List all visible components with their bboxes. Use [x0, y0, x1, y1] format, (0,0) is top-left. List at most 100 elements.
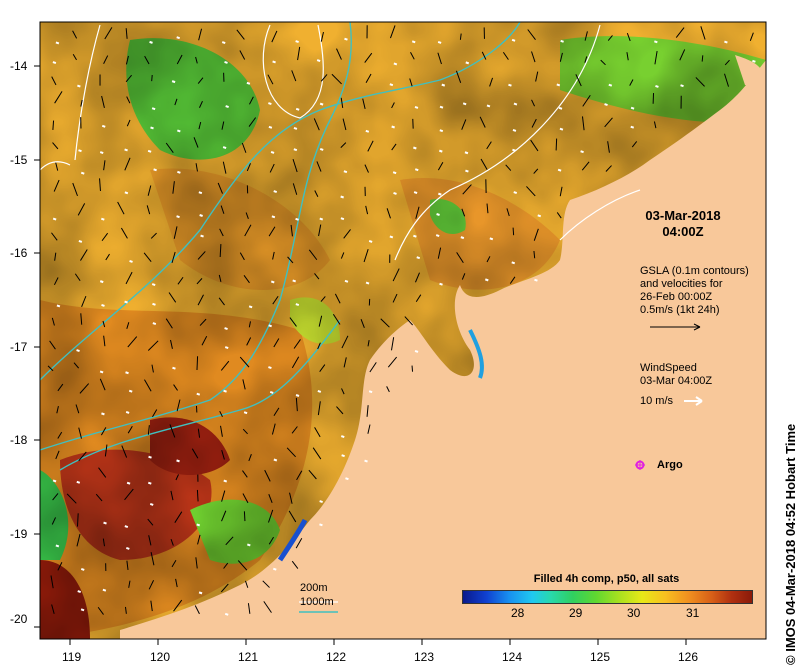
- current-vector: [128, 580, 131, 588]
- current-vector: [268, 509, 274, 523]
- y-tick-label: -16: [10, 246, 28, 260]
- current-vector: [171, 251, 176, 264]
- current-vector: [654, 50, 658, 65]
- current-vector: [584, 56, 588, 63]
- wind-vector: [124, 148, 128, 152]
- current-vector: [148, 580, 155, 590]
- wind-vector: [248, 305, 253, 309]
- wind-vector: [341, 454, 345, 458]
- current-vector: [57, 562, 63, 571]
- current-vector: [415, 294, 422, 302]
- current-vector: [244, 224, 252, 237]
- current-vector: [176, 399, 181, 412]
- sst-field: [40, 22, 766, 639]
- current-vector: [512, 227, 515, 236]
- wind-vector: [604, 103, 608, 107]
- wind-vector: [128, 389, 133, 393]
- current-vector: [364, 164, 369, 173]
- wind-vector: [151, 283, 156, 286]
- gsla-legend: GSLA (0.1m contours) and velocities for …: [640, 265, 749, 317]
- wind-vector: [413, 146, 417, 150]
- wind-vector: [512, 148, 516, 152]
- gsla-line2: and velocities for: [640, 278, 723, 290]
- current-vector: [95, 493, 103, 502]
- wind-vector: [149, 502, 154, 506]
- current-vector: [72, 54, 77, 61]
- current-vector: [77, 203, 86, 216]
- current-vector: [389, 25, 396, 39]
- wind-vector: [199, 214, 203, 217]
- land-mass: [120, 60, 766, 639]
- current-vector: [126, 119, 131, 127]
- current-vector: [582, 94, 591, 107]
- wind-vector: [295, 394, 300, 397]
- datetime-label: 03-Mar-2018 04:00Z: [628, 208, 738, 240]
- current-vector: [362, 98, 366, 109]
- current-vector: [437, 161, 444, 171]
- current-vector: [165, 318, 173, 329]
- current-vector: [242, 428, 248, 435]
- current-vector: [147, 518, 154, 526]
- wind-vector: [224, 60, 228, 64]
- wind-vector: [272, 567, 277, 571]
- current-vector: [318, 315, 323, 327]
- colorbar: [462, 590, 753, 604]
- current-vector: [242, 493, 249, 504]
- current-vector: [127, 336, 138, 348]
- current-vector: [197, 251, 206, 260]
- current-vector: [535, 71, 539, 82]
- current-vector: [76, 533, 81, 547]
- current-vector: [317, 342, 321, 350]
- current-vector: [243, 274, 250, 284]
- wind-vector: [413, 234, 417, 238]
- current-vector: [125, 55, 129, 65]
- x-axis-ticks: [69, 639, 687, 645]
- wind-vector: [368, 239, 373, 243]
- argo-marker: [635, 460, 645, 470]
- current-vector: [74, 273, 81, 282]
- current-vector: [246, 163, 251, 172]
- wind-vector: [655, 84, 659, 88]
- current-vector: [199, 318, 207, 326]
- current-vector: [295, 397, 298, 412]
- current-vector: [101, 95, 105, 109]
- current-vector: [341, 335, 349, 349]
- current-vector: [271, 423, 276, 435]
- wind-vector: [344, 37, 348, 41]
- current-vector: [531, 51, 536, 63]
- wind-vector: [102, 588, 107, 592]
- current-vector: [52, 493, 59, 501]
- wind-vector: [608, 83, 613, 87]
- current-vector: [319, 364, 326, 372]
- current-vector: [121, 445, 128, 458]
- current-vector: [502, 51, 509, 60]
- wind-vector: [224, 612, 229, 616]
- copyright-symbol: ©: [783, 655, 798, 665]
- wind-vector: [295, 217, 299, 221]
- current-vector: [343, 357, 347, 368]
- wind-vector: [151, 107, 156, 111]
- wind-vector: [511, 261, 516, 265]
- wind-vector: [77, 84, 81, 88]
- wind-vector: [101, 124, 106, 128]
- current-vector: [320, 74, 328, 82]
- current-vector: [314, 190, 319, 197]
- current-vector: [461, 208, 466, 217]
- velocity-vectors: [47, 25, 756, 616]
- current-vector: [53, 179, 60, 192]
- current-vector: [55, 450, 60, 460]
- current-vector: [170, 490, 174, 501]
- colorbar-label: 29: [569, 606, 583, 620]
- wind-vector: [293, 126, 298, 130]
- current-vector: [268, 536, 274, 545]
- current-vector: [264, 469, 271, 482]
- current-vector: [173, 384, 178, 391]
- y-tick-label: -20: [10, 612, 28, 626]
- current-vector: [191, 448, 199, 459]
- current-vector: [165, 142, 174, 153]
- wind-vector: [389, 235, 394, 239]
- current-vector: [332, 314, 341, 325]
- current-vector: [455, 70, 462, 84]
- wind-vector: [340, 435, 345, 438]
- current-vector: [575, 74, 582, 87]
